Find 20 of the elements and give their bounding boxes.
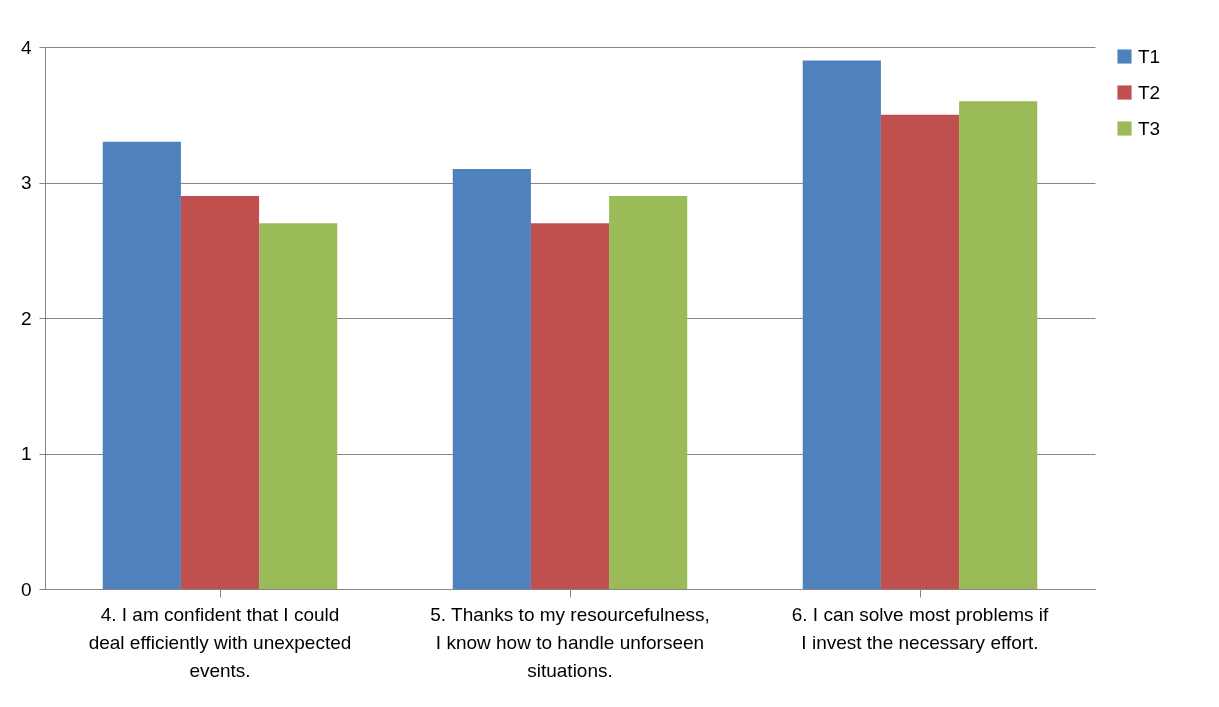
x-tick-label: 6. I can solve most problems if I invest the necessary effort. <box>791 603 1050 653</box>
bar <box>802 60 881 589</box>
x-tick-label: 5. Thanks to my resourcefulness, I know how to handle unforseen situations. <box>430 603 710 681</box>
bar <box>180 196 260 589</box>
bar <box>959 101 1038 589</box>
y-tick-label: 0 <box>20 578 32 600</box>
bar <box>452 168 531 589</box>
bar <box>609 196 688 589</box>
bar <box>102 141 181 589</box>
x-tick-label: 4. I am confident that I could deal efficiently with unexpected events. <box>88 603 352 681</box>
y-tick-label: 1 <box>20 443 32 464</box>
y-tick-label: 2 <box>20 307 32 329</box>
bar <box>259 223 338 589</box>
legend-label: T1 <box>1138 45 1161 67</box>
legend-label: T2 <box>1138 81 1161 103</box>
y-tick-label: 3 <box>20 172 32 193</box>
y-tick-label: 4 <box>20 36 32 58</box>
bar <box>880 114 960 589</box>
bar <box>530 223 610 589</box>
legend-label: T3 <box>1138 117 1161 139</box>
